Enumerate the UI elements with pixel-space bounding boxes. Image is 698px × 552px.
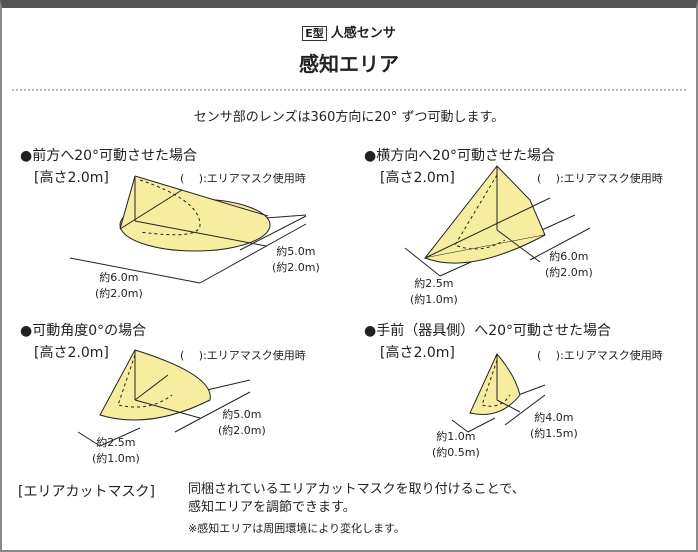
mask-note: ( ):エリアマスク使用時: [180, 349, 306, 362]
area-cut-mask-description: 同梱されているエリアカットマスクを取り付けることで、 感知エリアを調節できます。: [188, 482, 525, 515]
mask-note: ( ):エリアマスク使用時: [537, 172, 663, 185]
panel-title: ●可動角度0°の場合: [20, 323, 147, 339]
dim-depth: 約4.0m (約1.5m): [530, 411, 578, 440]
panel-title: ●横方向へ20°可動させた場合: [364, 148, 556, 164]
mask-area: [117, 354, 173, 408]
cone-face: [469, 353, 521, 415]
dim-width: 約1.0m (約0.5m): [432, 430, 480, 459]
dim-line: [404, 247, 441, 277]
divider: [12, 89, 686, 91]
type-badge: E型: [302, 26, 327, 41]
intro-text: センサ部のレンズは360方向に20° ずつ可動します。: [193, 110, 505, 125]
mask-area: [454, 174, 506, 250]
mounting-height: [高さ2.0m]: [380, 345, 455, 361]
subtitle: 人感センサ: [330, 26, 396, 41]
dim-width: 約2.5m (約1.0m): [410, 277, 458, 306]
mounting-height: [高さ2.0m]: [34, 345, 109, 361]
mask-area: [481, 359, 511, 407]
diagram-front-20: [451, 353, 546, 433]
dim-line: [69, 257, 201, 284]
sensor-type-heading: E型 人感センサ: [0, 22, 698, 41]
dim-depth: 約5.0m (約2.0m): [272, 245, 320, 274]
dim-width: 約6.0m (約2.0m): [95, 271, 143, 300]
diagram-forward-20: [69, 175, 307, 284]
dim-line: [199, 223, 307, 284]
mounting-height: [高さ2.0m]: [380, 170, 455, 186]
dim-line: [239, 215, 307, 251]
page-title: 感知エリア: [299, 52, 399, 76]
area-cut-mask-label: [エリアカットマスク]: [18, 484, 155, 500]
diagram-angle-0: [77, 349, 251, 447]
panel-title: ●前方へ20°可動させた場合: [20, 148, 198, 164]
dim-width: 約2.5m (約1.0m): [92, 436, 140, 465]
environment-note: ※感知エリアは周囲環境により変化します。: [188, 522, 405, 535]
dim-line: [529, 227, 591, 261]
panel-title: ●手前（器具側）へ20°可動させた場合: [364, 323, 612, 339]
dim-depth: 約5.0m (約2.0m): [218, 408, 266, 437]
cone-face: [120, 176, 268, 229]
mask-note: ( ):エリアマスク使用時: [537, 349, 663, 362]
diagram-side-20: [404, 165, 591, 277]
mask-area: [139, 179, 201, 236]
mounting-height: [高さ2.0m]: [34, 170, 109, 186]
dim-depth: 約6.0m (約2.0m): [545, 250, 593, 279]
mask-note: ( ):エリアマスク使用時: [180, 172, 306, 185]
